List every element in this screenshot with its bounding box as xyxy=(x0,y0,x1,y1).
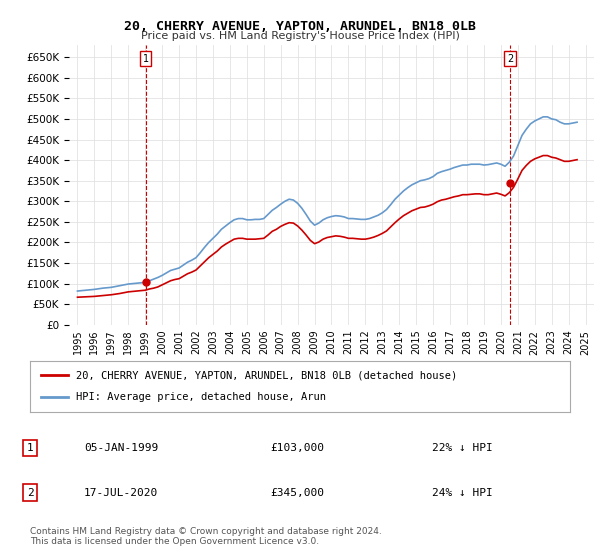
Text: 22% ↓ HPI: 22% ↓ HPI xyxy=(432,443,493,453)
Text: 20, CHERRY AVENUE, YAPTON, ARUNDEL, BN18 0LB (detached house): 20, CHERRY AVENUE, YAPTON, ARUNDEL, BN18… xyxy=(76,370,457,380)
Text: 17-JUL-2020: 17-JUL-2020 xyxy=(84,488,158,498)
Text: 1: 1 xyxy=(143,54,149,64)
Text: 1: 1 xyxy=(26,443,34,453)
Text: 05-JAN-1999: 05-JAN-1999 xyxy=(84,443,158,453)
Text: 20, CHERRY AVENUE, YAPTON, ARUNDEL, BN18 0LB: 20, CHERRY AVENUE, YAPTON, ARUNDEL, BN18… xyxy=(124,20,476,32)
Text: £103,000: £103,000 xyxy=(270,443,324,453)
Text: 2: 2 xyxy=(26,488,34,498)
Text: Contains HM Land Registry data © Crown copyright and database right 2024.
This d: Contains HM Land Registry data © Crown c… xyxy=(30,526,382,546)
Text: Price paid vs. HM Land Registry's House Price Index (HPI): Price paid vs. HM Land Registry's House … xyxy=(140,31,460,41)
Text: 2: 2 xyxy=(507,54,513,64)
Text: HPI: Average price, detached house, Arun: HPI: Average price, detached house, Arun xyxy=(76,393,326,403)
Text: 24% ↓ HPI: 24% ↓ HPI xyxy=(432,488,493,498)
Text: £345,000: £345,000 xyxy=(270,488,324,498)
